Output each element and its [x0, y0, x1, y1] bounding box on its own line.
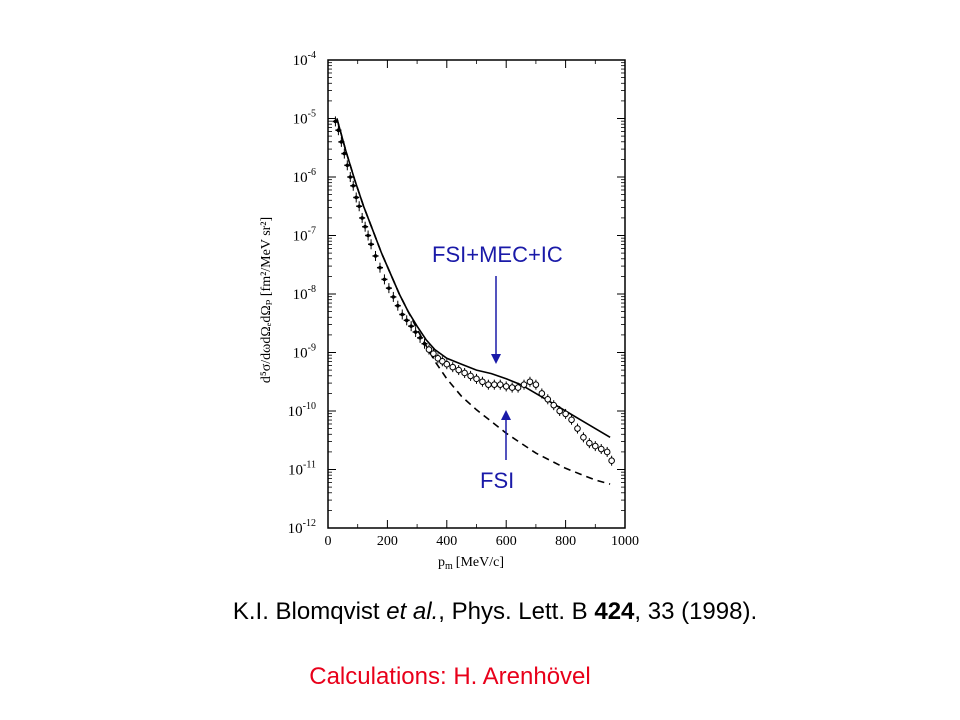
data-point [390, 291, 397, 302]
credit: Calculations: H. Arenhövel [309, 663, 591, 690]
data-point [359, 212, 366, 223]
plot-frame [327, 59, 626, 529]
citation-rest: , 33 (1998). [634, 598, 758, 625]
data-point [608, 455, 615, 466]
data-point [562, 408, 569, 419]
data-point [556, 406, 563, 416]
data-point [341, 148, 348, 159]
data-point [574, 423, 581, 434]
data-point [502, 381, 510, 392]
data-point [372, 250, 379, 261]
x-axis-label: pm [MeV/c] [438, 555, 504, 572]
data-point [353, 192, 360, 203]
data-point [368, 239, 375, 250]
data-point [408, 321, 415, 332]
data-point [365, 230, 372, 241]
data-point [592, 441, 599, 452]
data-point [417, 332, 424, 343]
data-point [473, 373, 480, 384]
data-point [597, 444, 605, 455]
x-tick-label: 800 [555, 534, 576, 549]
data-point [544, 394, 552, 405]
data-point [550, 400, 558, 411]
citation-etal: et al. [386, 598, 439, 625]
citation: K.I. Blomqvist et al., Phys. Lett. B 424… [0, 598, 960, 626]
x-tick-label: 200 [377, 534, 398, 549]
data-point [520, 379, 528, 390]
data-point [491, 379, 498, 390]
y-ticks: 10-4 10-5 10-6 10-7 10-8 10-9 10-10 10-11 10-12 [288, 50, 625, 537]
data-point [526, 376, 534, 387]
data-point [347, 172, 354, 182]
data-point [439, 356, 446, 367]
data-point [449, 362, 457, 373]
data-point [434, 353, 442, 364]
data-point [455, 365, 462, 376]
y-axis-label: d⁵σ/dωdΩₑdΩₚ [fm²/MeV sr²] [259, 217, 274, 383]
data-point [376, 262, 383, 273]
annotation-fsi: FSI [480, 468, 514, 493]
data-point [335, 125, 342, 136]
data-point [538, 388, 546, 399]
citation-journal: , Phys. Lett. B [438, 598, 595, 625]
x-tick-label: 400 [436, 534, 457, 549]
data-point [403, 315, 410, 326]
annotation-fsi-mec-ic: FSI+MEC+IC [432, 242, 563, 267]
y-tick-label: 10-7 [293, 226, 316, 245]
arrow-fsi-mec-ic [491, 276, 501, 364]
data-point [443, 359, 451, 370]
citation-authors: K.I. Blomqvist [232, 598, 387, 625]
data-point [362, 221, 369, 232]
data-point [580, 432, 587, 443]
y-tick-label: 10-11 [288, 460, 316, 479]
data-point [399, 309, 406, 320]
y-tick-label: 10-4 [293, 50, 316, 69]
y-tick-label: 10-10 [288, 401, 316, 420]
y-tick-label: 10-8 [293, 284, 316, 303]
y-tick-label: 10-5 [293, 109, 316, 128]
y-tick-label: 10-12 [288, 518, 316, 537]
data-point [381, 274, 388, 285]
y-tick-label: 10-6 [293, 167, 316, 186]
data-point [603, 446, 611, 457]
data-point [385, 283, 392, 294]
data-points [332, 116, 615, 466]
y-tick-label: 10-9 [293, 343, 316, 362]
data-point [332, 116, 339, 127]
data-point [479, 376, 486, 387]
data-point [485, 379, 492, 390]
fsi-curve [336, 118, 611, 485]
data-point [496, 379, 504, 390]
data-point [568, 414, 575, 425]
x-ticks: 0 200 400 600 800 1000 [325, 60, 639, 549]
data-point [586, 438, 593, 449]
data-point [430, 348, 437, 359]
x-tick-label: 1000 [611, 534, 639, 549]
data-point [338, 136, 345, 147]
data-point [508, 382, 516, 393]
data-point [514, 382, 522, 393]
data-point [394, 300, 401, 311]
fsi-mec-ic-curve [336, 118, 611, 438]
data-point [356, 201, 363, 212]
curves [336, 118, 611, 485]
x-tick-label: 600 [496, 534, 517, 549]
citation-volume: 424 [594, 598, 635, 625]
data-point [344, 160, 351, 171]
data-point [350, 180, 357, 191]
data-point [412, 327, 419, 338]
data-point [421, 338, 428, 349]
data-point [532, 379, 540, 390]
x-tick-label: 0 [325, 534, 332, 549]
data-point [467, 370, 474, 381]
arrow-fsi [501, 410, 511, 460]
data-point [461, 367, 468, 378]
data-point [425, 344, 433, 355]
